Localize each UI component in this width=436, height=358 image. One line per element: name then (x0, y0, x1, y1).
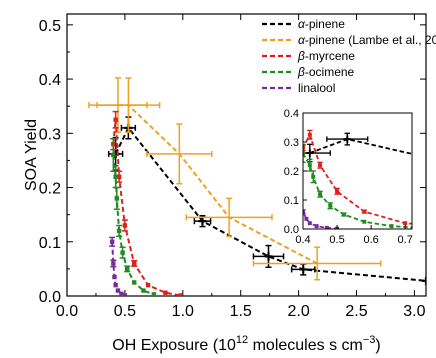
main-data-point (111, 152, 116, 158)
x-tick-label: 2.5 (345, 303, 367, 320)
inset-data-point (328, 203, 333, 208)
inset-data-point (389, 224, 394, 229)
main-data-point (113, 174, 118, 179)
inset-data-point (307, 132, 312, 137)
inset-data-point (420, 226, 424, 230)
inset-x-tick-label: 0.7 (398, 234, 413, 246)
inset-background (303, 113, 412, 229)
x-axis-title-part: molecules s cm (248, 337, 363, 354)
main-data-point (113, 282, 118, 288)
legend-label: linalool (298, 81, 335, 95)
x-tick-label: 2.0 (287, 303, 309, 320)
y-tick-label: 0.5 (39, 18, 61, 35)
x-tick-label: 0.5 (114, 303, 136, 320)
inset-data-point (318, 192, 323, 197)
main-data-point (111, 261, 116, 266)
y-tick-label: 0.4 (39, 72, 61, 89)
inset-series-group (303, 129, 424, 230)
x-axis-title: OH Exposure (1012 molecules s cm−3) (112, 334, 380, 354)
inset-data-point (314, 224, 319, 229)
inset-x-tick-label: 0.4 (295, 234, 310, 246)
legend-label: -pinene (Lambe et al., 2015) (305, 33, 436, 47)
inset-chart: 0.4 0.5 0.6 0.7 0.0 0.1 0.2 0.3 0.4 (284, 108, 424, 246)
inset-data-point (403, 221, 408, 226)
inset-y-tick-label: 0.2 (284, 166, 299, 178)
legend-entry: β-myrcene (297, 49, 355, 63)
x-axis-title-part: OH Exposure (10 (112, 337, 236, 354)
main-data-point (125, 266, 130, 272)
inset-x-tick-label: 0.5 (329, 234, 344, 246)
main-data-point (119, 291, 124, 296)
inset-series-line (303, 132, 412, 225)
main-data-point (163, 290, 168, 295)
legend-entry: α-pinene (298, 17, 345, 31)
main-data-point (113, 117, 118, 122)
inset-y-tick-label: 0.0 (284, 224, 299, 236)
inset-data-point (307, 221, 312, 226)
inset-data-point (303, 151, 305, 156)
main-data-point (178, 293, 183, 296)
inset-data-point (311, 174, 316, 179)
x-axis-title-exponent: −3 (363, 334, 376, 346)
inset-x-tick-label: 0.6 (363, 234, 378, 246)
main-data-point (131, 280, 137, 285)
inset-y-tick-label: 0.4 (284, 108, 299, 120)
main-series-group (88, 77, 426, 296)
legend-greek: β (297, 49, 305, 63)
y-tick-label: 0.1 (39, 235, 61, 252)
main-data-point (122, 293, 128, 296)
inset-y-tick-label: 0.3 (284, 137, 299, 149)
x-axis-title-part: ) (375, 337, 380, 354)
main-data-point (112, 274, 117, 280)
legend-label: -myrcene (305, 49, 355, 63)
x-tick-label: 1.0 (172, 303, 194, 320)
y-tick-label: 0.2 (39, 181, 61, 198)
legend-label: -pinene (305, 17, 345, 31)
legend-greek: β (297, 65, 305, 79)
main-data-point (115, 288, 121, 293)
inset-data-point (335, 189, 340, 194)
x-tick-label: 0.0 (56, 303, 78, 320)
main-data-point (114, 196, 119, 201)
main-data-point (122, 223, 128, 228)
inset-data-point (362, 219, 367, 224)
legend-greek: α (298, 33, 306, 47)
y-axis-title: SOA Yield (23, 119, 40, 191)
legend-entry: β-ocimene (297, 65, 355, 79)
main-series-line (117, 104, 318, 265)
y-tick-label: 0.0 (39, 289, 61, 306)
inset-data-point (303, 145, 305, 150)
legend-label: -ocimene (305, 65, 355, 79)
x-axis-title-exponent: 12 (236, 334, 248, 346)
inset-y-tick-label: 0.1 (284, 195, 299, 207)
inset-data-point (307, 163, 312, 168)
x-tick-label: 1.5 (230, 303, 252, 320)
inset-data-point (303, 209, 305, 214)
inset-data-point (341, 212, 346, 217)
main-data-point (131, 261, 137, 266)
main-data-point (116, 174, 122, 179)
legend-greek: α (298, 17, 306, 31)
main-data-point (151, 292, 157, 296)
plot-frame (66, 13, 427, 297)
main-data-point (145, 282, 151, 288)
inset-data-point (304, 216, 309, 221)
main-series-line (112, 119, 181, 296)
x-tick-label: 3.0 (403, 303, 425, 320)
inset-data-point (362, 209, 367, 214)
y-tick-label: 0.3 (39, 126, 61, 143)
main-data-point (109, 239, 115, 244)
inset-data-point (318, 163, 323, 168)
legend-entry: α-pinene (Lambe et al., 2015) (298, 33, 436, 47)
inset-data-point (324, 225, 329, 229)
main-data-point (141, 288, 146, 293)
main-data-point (120, 250, 125, 255)
main-data-point (116, 228, 122, 234)
legend-entry: linalool (298, 81, 335, 95)
